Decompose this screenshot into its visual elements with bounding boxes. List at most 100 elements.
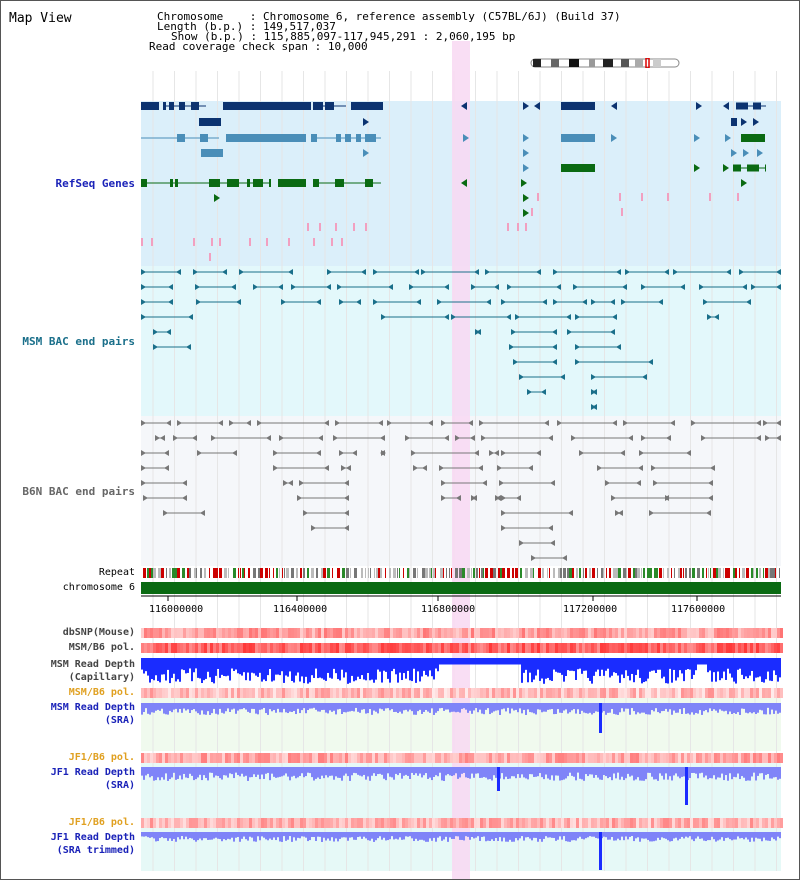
read-depth-bar [645,832,647,839]
read-depth-bar [573,767,575,777]
repeat-mark [635,568,638,578]
read-depth-bar [241,767,243,774]
read-depth-bar [389,658,391,683]
read-depth-bar [621,767,623,777]
read-depth-bar [535,658,537,676]
polymorphism-cell [627,643,630,653]
bac-end [548,435,553,441]
read-depth-bar [327,658,329,673]
repeat-mark [376,568,379,578]
polymorphism-cell [162,688,165,698]
read-depth-bar [247,658,249,673]
read-depth-bar [399,832,401,838]
bac-end [507,284,512,290]
repeat-mark [775,568,776,578]
read-depth-bar [271,703,273,712]
read-depth-bar [557,703,559,710]
refseq-genes-label[interactable]: RefSeq Genes [55,177,135,190]
read-depth-bar [411,767,413,773]
read-depth-bar [245,767,247,776]
polymorphism-cell [657,688,660,698]
bac-end [756,435,761,441]
read-depth-bar [649,703,651,715]
polymorphism-cell [276,643,279,653]
polymorphism-cell [732,628,735,638]
read-depth-bar [671,703,673,715]
read-depth-bar [491,703,493,713]
bac-end [496,495,501,501]
polymorphism-cell [159,688,162,698]
read-depth-bar [411,832,413,839]
read-depth-bar [199,703,201,715]
read-depth-bar [635,832,637,839]
polymorphism-cell [432,628,435,638]
read-depth-bar [363,832,365,837]
read-depth-bar [195,767,197,780]
read-depth-bar [653,703,655,712]
read-depth-bar [611,658,613,676]
read-depth-bar [323,703,325,710]
read-depth-bar [161,832,163,838]
bac-end [552,329,557,335]
read-depth-bar [469,658,471,665]
read-depth-bar [513,658,515,665]
bac-end [414,269,419,275]
read-depth-bar [203,658,205,681]
read-depth-bar [767,767,769,775]
read-depth-bar [759,658,761,677]
read-depth-bar [309,658,311,683]
read-depth-bar [417,703,419,712]
read-depth-bar [333,767,335,780]
polymorphism-cell [603,818,606,828]
polymorphism-cell [462,753,465,763]
polymorphism-cell [195,688,198,698]
polymorphism-cell [759,628,762,638]
read-depth-bar [145,767,147,776]
polymorphism-cell [186,628,189,638]
polymorphism-cell [612,643,615,653]
read-depth-bar [629,832,631,837]
polymorphism-cell [609,628,612,638]
read-depth-bar [537,767,539,777]
chromosome-ideogram[interactable] [529,53,681,69]
read-depth-bar [277,832,279,838]
gene-block [201,149,223,157]
read-depth-bar [305,767,307,777]
repeat-mark [216,568,218,578]
bac-end [273,465,278,471]
repeat-mark [350,568,351,578]
read-depth-bar [631,658,633,674]
polymorphism-cell [534,688,537,698]
polymorphism-cell [585,753,588,763]
polymorphism-cell [744,753,747,763]
polymorphism-cell [192,628,195,638]
msm-bac-label[interactable]: MSM BAC end pairs [22,335,135,348]
polymorphism-cell [699,643,702,653]
read-depth-bar [493,767,495,776]
polymorphism-cell [189,628,192,638]
polymorphism-cell [747,753,750,763]
read-depth-bar [357,832,359,838]
read-depth-bar [175,658,177,682]
read-depth-bar [637,832,639,838]
polymorphism-cell [225,753,228,763]
read-depth-bar [649,832,651,842]
read-depth-bar [351,658,353,676]
polymorphism-cell [312,643,315,653]
polymorphism-cell [603,643,606,653]
polymorphism-cell [297,628,300,638]
read-depth-bar [335,832,337,839]
polymorphism-cell [351,628,354,638]
read-depth-bar [627,658,629,676]
read-depth-bar [501,767,503,774]
read-depth-bar [681,703,683,715]
b6n-bac-label[interactable]: B6N BAC end pairs [22,485,135,498]
polymorphism-cell [480,753,483,763]
repeat-mark [213,568,216,578]
polymorphism-cell [570,688,573,698]
read-depth-bar [563,832,565,837]
polymorphism-cell [624,643,627,653]
bac-end [441,480,446,486]
polymorphism-cell [693,688,696,698]
